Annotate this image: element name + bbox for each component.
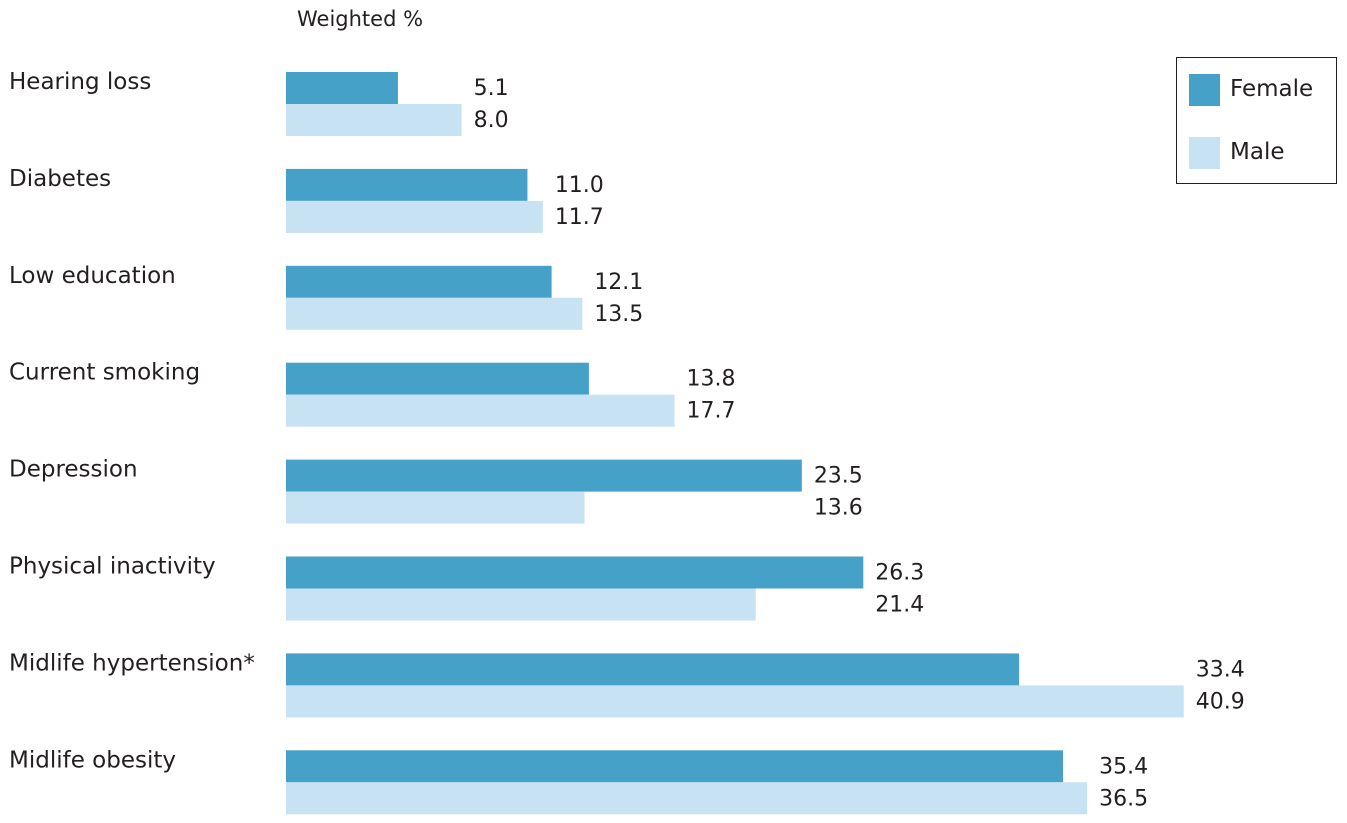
- bar-group: Physical inactivity 26.3 21.4: [9, 554, 924, 621]
- legend-swatch-female: [1189, 74, 1220, 106]
- legend: Female Male: [1176, 57, 1337, 184]
- bar-female: [286, 556, 864, 589]
- value-label-female: 26.3: [875, 561, 924, 586]
- category-label: Hearing loss: [9, 69, 151, 95]
- bar-male: [286, 685, 1184, 718]
- bar-female: [286, 362, 589, 395]
- bar-female: [286, 265, 552, 298]
- value-label-female: 35.4: [1099, 754, 1148, 779]
- value-label-female: 12.1: [594, 270, 643, 295]
- bar-male: [286, 394, 675, 427]
- category-label: Current smoking: [9, 360, 200, 386]
- legend-label-female: Female: [1230, 76, 1313, 102]
- bar-female: [286, 72, 398, 104]
- bar-group: Midlife obesity 35.4 36.5: [9, 747, 1148, 815]
- category-label: Low education: [9, 263, 176, 289]
- bar-male: [286, 588, 756, 621]
- bar-female: [286, 750, 1064, 783]
- value-label-male: 36.5: [1099, 786, 1148, 811]
- value-label-female: 13.8: [687, 367, 736, 392]
- bar-group: Current smoking 13.8 17.7: [9, 360, 735, 427]
- bar-male: [286, 782, 1088, 815]
- value-label-female: 11.0: [555, 173, 604, 198]
- bar-male: [286, 297, 583, 330]
- value-label-male: 40.9: [1196, 689, 1245, 714]
- bar-group: Hearing loss 5.1 8.0: [9, 69, 509, 136]
- bar-male: [286, 491, 585, 524]
- bars-layer: Hearing loss 5.1 8.0 Diabetes 11.0 11.7 Low ed…: [9, 69, 1245, 815]
- category-label: Diabetes: [9, 166, 111, 192]
- bar-female: [286, 459, 802, 492]
- bar-group: Diabetes 11.0 11.7: [9, 166, 604, 233]
- bar-male: [286, 104, 462, 136]
- value-label-male: 21.4: [875, 593, 924, 618]
- category-label: Midlife obesity: [9, 747, 176, 773]
- bar-female: [286, 168, 528, 201]
- value-label-female: 33.4: [1196, 657, 1245, 682]
- bar-male: [286, 200, 543, 233]
- value-label-male: 13.5: [594, 302, 643, 327]
- value-label-female: 5.1: [474, 76, 509, 101]
- category-label: Midlife hypertension*: [9, 650, 255, 676]
- bar-group: Midlife hypertension* 33.4 40.9: [9, 650, 1245, 718]
- category-label: Depression: [9, 457, 138, 483]
- bar-group: Depression 23.5 13.6: [9, 457, 863, 524]
- value-label-male: 13.6: [814, 496, 863, 521]
- bar-female: [286, 653, 1020, 686]
- value-label-male: 8.0: [474, 108, 509, 133]
- legend-label-male: Male: [1230, 139, 1284, 165]
- category-label: Physical inactivity: [9, 554, 216, 580]
- value-label-female: 23.5: [814, 464, 863, 489]
- legend-swatch-male: [1189, 137, 1220, 169]
- value-label-male: 17.7: [687, 399, 736, 424]
- chart-title: Weighted %: [297, 7, 423, 31]
- value-label-male: 11.7: [555, 205, 604, 230]
- bar-group: Low education 12.1 13.5: [9, 263, 643, 330]
